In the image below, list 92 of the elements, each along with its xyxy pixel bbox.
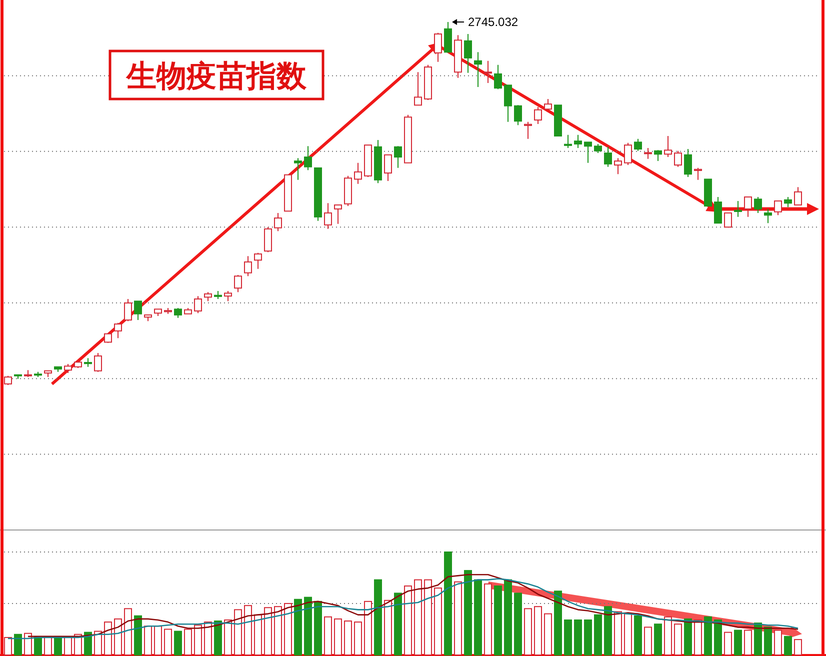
candlestick xyxy=(324,202,332,230)
candlestick xyxy=(524,121,532,140)
bar xyxy=(564,619,572,656)
candlestick xyxy=(414,72,422,106)
candlestick xyxy=(514,104,522,126)
bar xyxy=(704,616,712,656)
bar xyxy=(514,592,522,656)
bar xyxy=(304,596,312,656)
candlestick xyxy=(534,106,542,125)
bar xyxy=(294,598,302,656)
candlestick xyxy=(264,226,272,253)
candlestick xyxy=(444,22,452,53)
candlestick xyxy=(574,134,582,148)
bar xyxy=(734,630,742,656)
bar xyxy=(464,570,472,656)
candlestick xyxy=(254,252,262,270)
bar xyxy=(784,636,792,656)
bar xyxy=(764,626,772,656)
candlestick xyxy=(564,134,572,148)
bar xyxy=(634,615,642,656)
bar xyxy=(714,619,722,656)
bar xyxy=(654,624,662,656)
candlestick xyxy=(354,162,362,184)
candlestick xyxy=(744,196,752,218)
candlestick xyxy=(624,142,632,166)
candlestick xyxy=(304,146,312,171)
candlestick xyxy=(664,135,672,158)
bar xyxy=(444,552,452,656)
candlestick xyxy=(644,147,652,160)
bar xyxy=(214,620,222,656)
candlestick xyxy=(484,60,492,84)
candlestick xyxy=(204,292,212,302)
candlestick xyxy=(594,143,602,154)
candlestick xyxy=(614,158,622,175)
bar xyxy=(134,615,142,656)
candlestick xyxy=(684,148,692,178)
candlestick xyxy=(64,363,72,374)
bar xyxy=(374,579,382,656)
bar xyxy=(54,636,62,656)
candlestick xyxy=(714,196,722,224)
candlestick xyxy=(224,290,232,302)
candlestick xyxy=(754,196,762,214)
bar xyxy=(394,592,402,656)
candlestick xyxy=(464,33,472,74)
bar xyxy=(504,579,512,656)
bar xyxy=(604,606,612,656)
candlestick xyxy=(584,142,592,164)
candlestick xyxy=(274,212,282,232)
candlestick xyxy=(724,212,732,228)
candlestick xyxy=(104,332,112,344)
candlestick xyxy=(544,98,552,110)
candlestick xyxy=(174,308,182,318)
candlestick xyxy=(124,298,132,322)
candlestick xyxy=(774,200,782,216)
candlestick xyxy=(294,158,302,180)
bar xyxy=(474,579,482,656)
candlestick xyxy=(434,32,442,62)
candlestick xyxy=(504,84,512,122)
text: 生物疫苗指数 xyxy=(126,60,308,93)
candlestick xyxy=(194,296,202,314)
candlestick xyxy=(654,150,662,162)
bar xyxy=(494,585,502,656)
annotation: 2745.032 xyxy=(468,15,518,29)
bar xyxy=(594,614,602,656)
candlestick xyxy=(134,300,142,321)
candlestick xyxy=(244,256,252,277)
candlestick xyxy=(734,200,742,218)
candlestick xyxy=(784,196,792,208)
bar xyxy=(574,619,582,656)
bar xyxy=(584,619,592,656)
candlestick xyxy=(674,150,682,168)
bar xyxy=(314,600,322,656)
candlestick xyxy=(234,274,242,293)
candlestick xyxy=(764,208,772,224)
candlestick xyxy=(474,52,482,88)
bar xyxy=(174,630,182,656)
candlestick xyxy=(394,146,402,168)
bar xyxy=(554,590,562,656)
candlestick xyxy=(604,146,612,168)
candlestick xyxy=(634,138,642,152)
candlestick xyxy=(694,167,702,180)
candlestick xyxy=(114,322,122,339)
bar xyxy=(84,632,92,656)
bar xyxy=(14,634,22,656)
candlestick xyxy=(794,186,802,206)
candlestick xyxy=(334,204,342,224)
bar xyxy=(684,618,692,656)
candlestick xyxy=(384,154,392,182)
candlestick xyxy=(494,64,502,90)
bar xyxy=(754,622,762,656)
candlestick xyxy=(94,352,102,372)
candlestick xyxy=(4,375,12,386)
